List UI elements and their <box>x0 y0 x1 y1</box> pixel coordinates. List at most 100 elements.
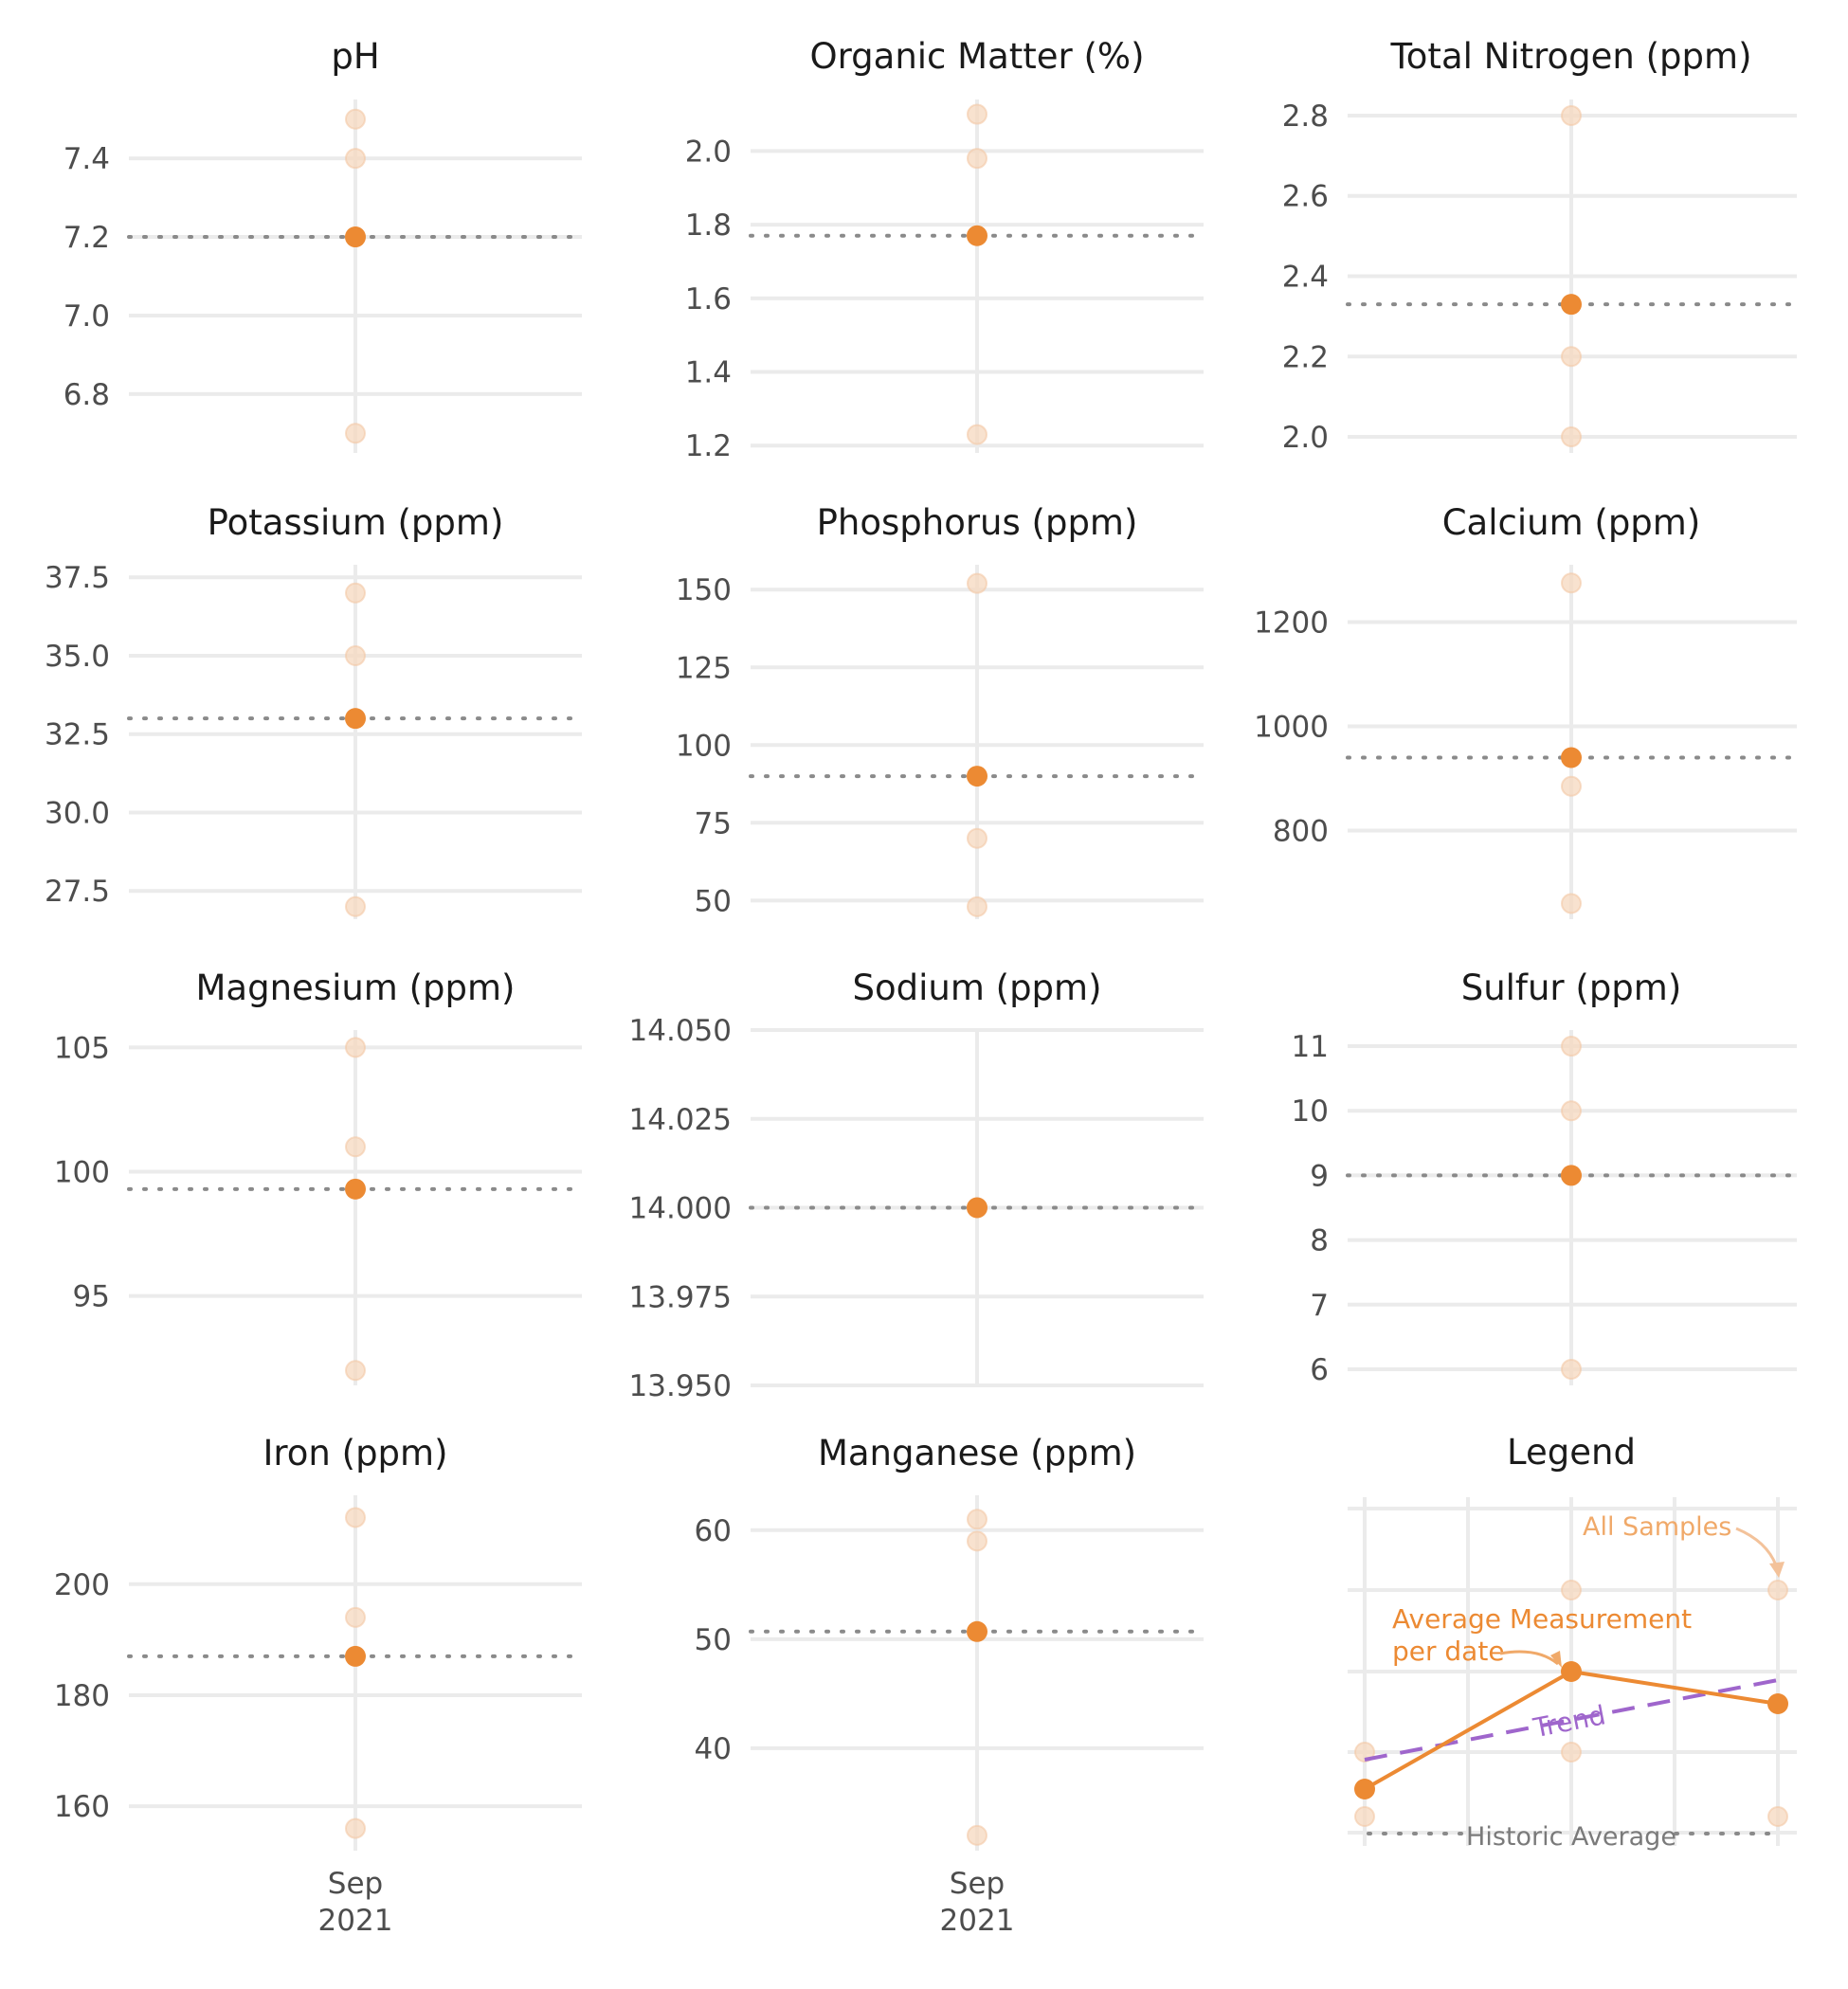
sample-point <box>1561 572 1582 594</box>
sample-point <box>345 1606 366 1628</box>
y-tick-label: 11 <box>1292 1030 1329 1064</box>
y-tick-label: 7.0 <box>63 299 110 334</box>
y-tick-label: 100 <box>676 729 732 763</box>
y-tick-label: 37.5 <box>45 561 110 595</box>
panel-title: Magnesium (ppm) <box>196 967 516 1008</box>
y-tick-label: 1.8 <box>685 208 732 243</box>
panel-3: Potassium (ppm) 27.5 30.0 32.5 35.0 37.5 <box>45 502 584 919</box>
y-tick-label: 2.8 <box>1282 99 1329 134</box>
panel-title: Phosphorus (ppm) <box>817 502 1138 543</box>
legend-panel: Legend Historic Average Trend All Sam <box>1348 1432 1797 1852</box>
sample-point <box>967 895 987 917</box>
y-tick-label: 50 <box>695 884 732 918</box>
y-tick-label: 32.5 <box>45 718 110 752</box>
sample-point <box>345 582 366 604</box>
y-tick-label: 1.6 <box>685 282 732 316</box>
y-tick-label: 9 <box>1310 1159 1329 1193</box>
x-tick-month-col2: Sep <box>950 1867 1005 1901</box>
legend-average-label-2: per date <box>1392 1636 1505 1667</box>
legend-historic-label: Historic Average <box>1466 1822 1676 1852</box>
y-tick-label: 14.025 <box>629 1103 732 1137</box>
panel-6: Magnesium (ppm) 95 100 105 <box>54 967 584 1385</box>
y-tick-label: 2.6 <box>1282 180 1329 214</box>
panel-2: Total Nitrogen (ppm) 2.0 2.2 2.4 2.6 2.8 <box>1282 36 1799 455</box>
sample-point <box>345 895 366 917</box>
panel-title: Sulfur (ppm) <box>1461 967 1682 1008</box>
y-tick-label: 160 <box>54 1790 110 1824</box>
average-point <box>1561 1165 1582 1186</box>
sample-point <box>1561 1036 1582 1058</box>
panel-7: Sodium (ppm) 13.950 13.975 14.000 14.025 14.0… <box>629 967 1205 1403</box>
legend-sample-point <box>1561 1742 1582 1763</box>
y-tick-label: 7 <box>1310 1289 1329 1323</box>
average-point <box>345 708 366 730</box>
y-tick-label: 8 <box>1310 1224 1329 1258</box>
panel-title: Calcium (ppm) <box>1442 502 1701 543</box>
sample-point <box>345 1037 366 1058</box>
y-tick-label: 1.2 <box>685 429 732 463</box>
x-tick-year-col1: 2021 <box>318 1904 393 1938</box>
y-tick-label: 27.5 <box>45 875 110 909</box>
x-tick-month-col1: Sep <box>328 1867 383 1901</box>
x-axis-labels: Sep 2021 Sep 2021 <box>318 1867 1015 1938</box>
sample-point <box>345 108 366 130</box>
legend-sample-point <box>1354 1806 1375 1827</box>
y-tick-label: 800 <box>1273 815 1329 849</box>
y-tick-label: 95 <box>73 1280 110 1314</box>
y-tick-label: 105 <box>54 1031 110 1065</box>
sample-point <box>967 1824 987 1846</box>
sample-point <box>1561 426 1582 448</box>
y-tick-label: 2.0 <box>1282 421 1329 455</box>
y-tick-label: 35.0 <box>45 640 110 674</box>
y-tick-label: 75 <box>695 806 732 841</box>
panel-5: Calcium (ppm) 800 1000 1200 <box>1254 502 1799 919</box>
sample-point <box>1561 1358 1582 1380</box>
y-tick-label: 2.2 <box>1282 340 1329 374</box>
y-tick-label: 1000 <box>1254 711 1329 745</box>
legend-average-point <box>1767 1693 1788 1714</box>
y-tick-label: 2.0 <box>685 135 732 169</box>
y-tick-label: 14.000 <box>629 1192 732 1226</box>
legend-all-samples-label: All Samples <box>1583 1512 1731 1542</box>
sample-point <box>345 644 366 666</box>
sample-point <box>1561 104 1582 126</box>
y-tick-label: 6 <box>1310 1353 1329 1387</box>
y-tick-label: 60 <box>695 1514 732 1548</box>
sample-point <box>1561 893 1582 914</box>
panel-title: Organic Matter (%) <box>809 36 1144 77</box>
legend-all-samples-arrowhead <box>1769 1562 1785 1578</box>
panel-1: Organic Matter (%) 1.2 1.4 1.6 1.8 2.0 <box>685 36 1205 463</box>
x-tick-year-col2: 2021 <box>940 1904 1015 1938</box>
sample-point <box>967 827 987 849</box>
legend-sample-point <box>1561 1580 1582 1600</box>
legend-average-arrow <box>1499 1650 1559 1666</box>
legend-average-point <box>1561 1661 1582 1682</box>
legend-sample-point <box>1767 1806 1788 1827</box>
y-tick-label: 180 <box>54 1679 110 1713</box>
average-point <box>1561 294 1582 316</box>
y-tick-label: 10 <box>1292 1094 1329 1129</box>
sample-point <box>345 423 366 444</box>
sample-point <box>967 148 987 170</box>
panel-title: Sodium (ppm) <box>852 967 1101 1008</box>
average-point <box>967 225 987 246</box>
y-tick-label: 125 <box>676 651 732 685</box>
y-tick-label: 6.8 <box>63 378 110 412</box>
panel-9: Iron (ppm) 160 180 200 <box>54 1433 584 1851</box>
sample-point <box>967 1509 987 1530</box>
y-tick-label: 1200 <box>1254 606 1329 641</box>
y-tick-label: 14.050 <box>629 1014 732 1048</box>
panel-4: Phosphorus (ppm) 50 75 100 125 150 <box>676 502 1205 919</box>
sample-point <box>967 1530 987 1552</box>
average-point <box>967 1197 987 1219</box>
panel-title: pH <box>331 36 379 77</box>
panel-0: pH 6.8 7.0 7.2 7.4 <box>63 36 584 453</box>
legend-title: Legend <box>1507 1432 1636 1473</box>
y-tick-label: 100 <box>54 1155 110 1189</box>
average-point <box>967 766 987 787</box>
y-tick-label: 150 <box>676 573 732 607</box>
panel-title: Iron (ppm) <box>263 1433 447 1474</box>
y-tick-label: 13.950 <box>629 1369 732 1403</box>
sample-point <box>345 1507 366 1528</box>
